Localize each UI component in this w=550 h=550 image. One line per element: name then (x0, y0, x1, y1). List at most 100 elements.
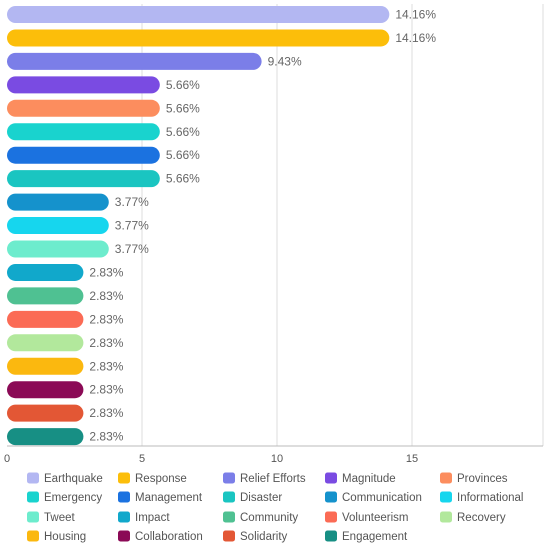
legend-item-13: Volunteerism (325, 511, 408, 524)
value-label-0: 14.16% (395, 8, 436, 22)
legend-swatch-12 (223, 511, 235, 523)
bar-2 (7, 52, 262, 70)
legend-label-9: Informational (457, 492, 523, 504)
legend-item-14: Recovery (440, 511, 506, 524)
legend-label-1: Response (135, 473, 187, 485)
legend-swatch-6 (118, 491, 130, 503)
legend-item-10: Tweet (27, 511, 75, 524)
legend-item-2: Relief Efforts (223, 472, 306, 485)
bar-17 (7, 404, 84, 422)
legend-swatch-14 (440, 511, 452, 523)
legend-label-2: Relief Efforts (240, 473, 306, 485)
value-label-4: 5.66% (166, 101, 200, 115)
x-tick-label-3: 15 (406, 453, 418, 465)
bar-8 (7, 193, 109, 211)
legend-swatch-18 (325, 530, 337, 542)
value-label-1: 14.16% (395, 31, 436, 45)
legend-item-7: Disaster (223, 491, 282, 504)
legend-label-6: Management (135, 492, 203, 504)
legend-item-1: Response (118, 472, 187, 485)
bar-4 (7, 99, 160, 117)
x-tick-label-1: 5 (139, 453, 145, 465)
bar-6 (7, 146, 160, 164)
legend-label-4: Provinces (457, 473, 508, 485)
legend-swatch-2 (223, 472, 235, 484)
legend-item-5: Emergency (27, 491, 102, 504)
legend-swatch-3 (325, 472, 337, 484)
x-tick-label-2: 10 (271, 453, 283, 465)
legend-item-4: Provinces (440, 472, 508, 485)
legend-item-11: Impact (118, 511, 170, 524)
bar-13 (7, 310, 84, 328)
legend-item-0: Earthquake (27, 472, 103, 485)
value-label-18: 2.83% (89, 430, 123, 444)
legend-item-12: Community (223, 511, 298, 524)
legend-item-9: Informational (440, 491, 523, 504)
legend-label-7: Disaster (240, 492, 282, 504)
value-label-16: 2.83% (89, 383, 123, 397)
legend-swatch-4 (440, 472, 452, 484)
value-label-15: 2.83% (89, 359, 123, 373)
legend-swatch-11 (118, 511, 130, 523)
legend-swatch-0 (27, 472, 39, 484)
legend-swatch-15 (27, 530, 39, 542)
x-axis: 0 5 10 15 (4, 445, 543, 465)
bar-18 (7, 428, 84, 446)
legend-swatch-8 (325, 491, 337, 503)
legend-swatch-9 (440, 491, 452, 503)
bar-16 (7, 381, 84, 399)
value-label-3: 5.66% (166, 78, 200, 92)
bar-11 (7, 263, 84, 281)
legend-item-3: Magnitude (325, 472, 396, 485)
legend-swatch-13 (325, 511, 337, 523)
bar-14 (7, 334, 84, 352)
legend-item-18: Engagement (325, 530, 408, 543)
value-label-10: 3.77% (115, 242, 149, 256)
value-label-12: 2.83% (89, 289, 123, 303)
bar-10 (7, 240, 109, 258)
bar-0 (7, 6, 390, 23)
legend-label-17: Solidarity (240, 531, 288, 543)
legend-label-0: Earthquake (44, 473, 103, 485)
bar-15 (7, 357, 84, 375)
legend-label-8: Communication (342, 492, 422, 504)
bar-9 (7, 217, 109, 235)
value-label-17: 2.83% (89, 406, 123, 420)
value-label-7: 5.66% (166, 172, 200, 186)
legend-item-6: Management (118, 491, 203, 504)
value-label-11: 2.83% (89, 265, 123, 279)
value-label-6: 5.66% (166, 148, 200, 162)
legend-swatch-7 (223, 491, 235, 503)
value-label-2: 9.43% (268, 54, 302, 68)
value-labels: 14.16% 14.16% 9.43% 5.66% 5.66% 5.66% 5.66% 5.6… (89, 8, 436, 444)
legend-label-10: Tweet (44, 512, 75, 524)
x-tick-label-0: 0 (4, 453, 10, 465)
value-label-5: 5.66% (166, 125, 200, 139)
legend-swatch-16 (118, 530, 130, 542)
gridlines (141, 4, 544, 446)
bar-12 (7, 287, 84, 305)
bar-5 (7, 123, 160, 141)
value-label-14: 2.83% (89, 336, 123, 350)
legend-label-11: Impact (135, 512, 170, 524)
legend-label-13: Volunteerism (342, 512, 408, 524)
legend-label-12: Community (240, 512, 298, 524)
legend-swatch-1 (118, 472, 130, 484)
legend-item-15: Housing (27, 530, 86, 543)
legend-label-3: Magnitude (342, 473, 396, 485)
legend-item-16: Collaboration (118, 530, 203, 543)
value-label-9: 3.77% (115, 219, 149, 233)
bar-7 (7, 170, 160, 188)
value-label-8: 3.77% (115, 195, 149, 209)
value-label-13: 2.83% (89, 312, 123, 326)
legend-label-18: Engagement (342, 531, 408, 543)
legend-label-15: Housing (44, 531, 86, 543)
legend-swatch-17 (223, 530, 235, 542)
legend-item-17: Solidarity (223, 530, 288, 543)
bar-1 (7, 29, 390, 47)
legend-label-16: Collaboration (135, 531, 203, 543)
bar-3 (7, 76, 160, 94)
legend-label-14: Recovery (457, 512, 506, 524)
legend: Earthquake Response Relief Efforts Magnitud… (27, 472, 523, 543)
